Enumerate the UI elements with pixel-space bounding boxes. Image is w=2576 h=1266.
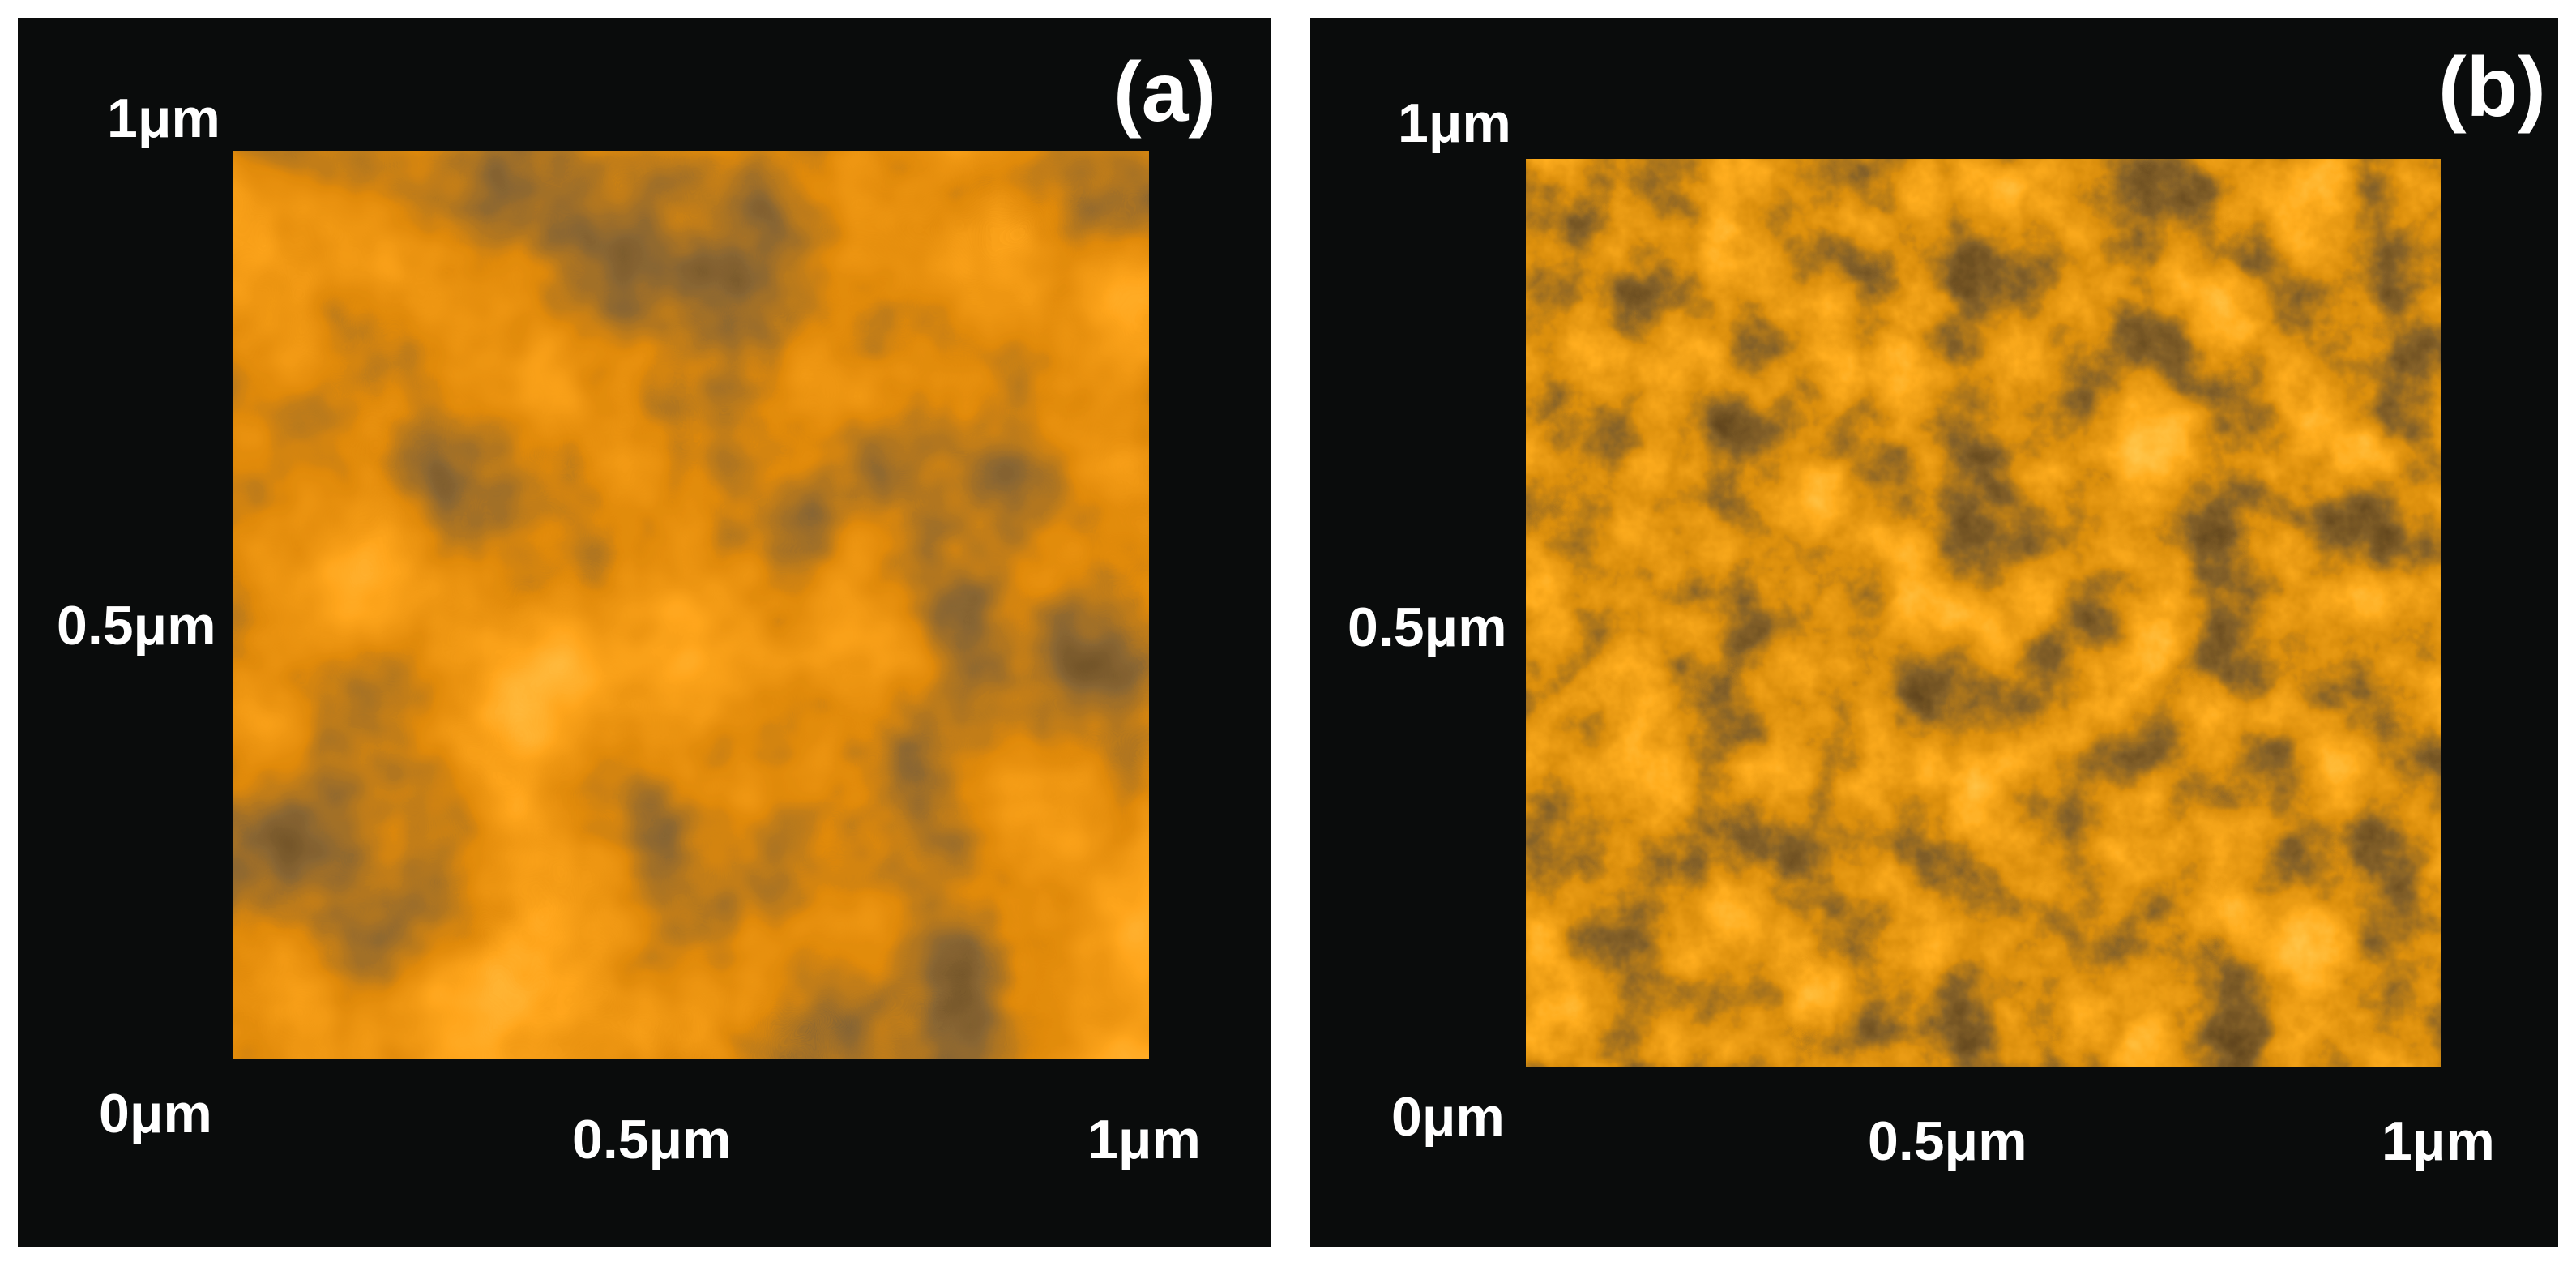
afm-panel-a: (a) 1μm 0.5μm 0μm 0.5μm 1μm	[18, 18, 1271, 1247]
afm-topography-image-a	[233, 151, 1149, 1059]
x-axis-mid-label-a: 0.5μm	[572, 1109, 732, 1170]
y-axis-mid-label-a: 0.5μm	[57, 595, 216, 657]
x-axis-mid-label-b: 0.5μm	[1868, 1110, 2027, 1172]
afm-texture-a	[233, 151, 1149, 1059]
x-axis-end-label-a: 1μm	[1087, 1109, 1201, 1170]
y-axis-top-label-b: 1μm	[1398, 92, 1511, 154]
y-axis-mid-label-b: 0.5μm	[1348, 597, 1507, 658]
afm-topography-image-b	[1526, 159, 2441, 1067]
x-axis-end-label-b: 1μm	[2382, 1110, 2495, 1172]
origin-label-a: 0μm	[99, 1083, 212, 1144]
origin-label-b: 0μm	[1391, 1086, 1505, 1148]
afm-texture-b	[1526, 159, 2441, 1067]
panel-label-b: (b)	[2438, 41, 2546, 135]
afm-panel-b: (b) 1μm 0.5μm 0μm 0.5μm 1μm	[1310, 18, 2558, 1247]
y-axis-top-label-a: 1μm	[107, 88, 220, 149]
panel-label-a: (a)	[1113, 45, 1217, 139]
